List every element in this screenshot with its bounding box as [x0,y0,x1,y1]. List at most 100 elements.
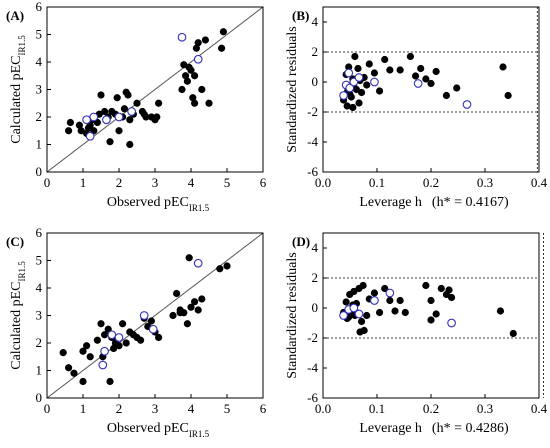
data-point-filled [77,127,85,135]
data-point-filled [496,307,505,315]
y-axis-label-text: Standardized residuals [285,252,300,378]
panel-3: 0.0 0.1 0.2 0.3 0.4 -6 -4 -2 0 2 4(D) Leverage h (h*… [285,232,548,436]
data-point-filled [345,63,353,71]
y-axis-label: Calculated pECIR1.5 [9,261,27,370]
y-tick-label: -4 [307,360,318,375]
y-axis-label-subscript: IR1.5 [17,35,27,56]
data-point-open [139,311,149,320]
data-point-filled [509,329,517,338]
data-point-filled [101,107,109,116]
data-point-filled [386,66,394,74]
data-point-filled [499,63,507,71]
data-point-open [354,73,364,82]
data-point-filled [354,64,362,73]
data-point-open [89,112,99,122]
diagonal-line [47,233,263,398]
x-axis-label-subscript: IR1.5 [189,203,210,213]
x-tick-label: 3 [152,401,159,416]
data-point-filled [191,72,199,80]
data-point-filled [375,308,384,317]
data-point-filled [126,140,134,149]
x-tick-label: 6 [260,401,267,416]
x-tick-label: 0.1 [369,175,385,190]
data-point-open [447,318,456,328]
data-point-filled [178,85,186,94]
panel-label: (C) [6,234,24,249]
data-point-open [344,68,354,78]
x-axis-label: Leverage h (h* = 0.4167) [359,195,509,210]
data-point-filled [422,75,430,83]
panel-1: 0.0 0.1 0.2 0.3 0.4 -6 -4 -2 0 2 4(B) Leverage h (h*… [285,6,548,210]
data-point-filled [201,36,209,44]
x-tick-label: 1 [80,175,87,190]
data-point-open [85,131,95,141]
data-point-filled [347,93,355,101]
y-axis-label-text: Calculated pEC [9,55,24,143]
data-point-filled [65,127,73,135]
data-point-filled [173,289,181,298]
panel-label: (B) [292,8,309,23]
data-point-filled [442,91,451,100]
data-point-open [114,112,124,122]
data-point-filled [79,347,87,355]
data-point-filled [365,60,373,68]
leverage-threshold-annotation: (h* = 0.4286) [432,421,509,436]
data-point-filled [79,377,87,386]
x-axis-label-subscript: IR1.5 [189,429,210,439]
x-axis-label: Leverage h (h* = 0.4286) [359,421,509,436]
data-point-open [354,309,364,319]
data-point-filled [93,336,101,344]
x-tick-label: 0.2 [423,401,439,416]
y-tick-label: 4 [36,54,43,69]
y-axis-label-subscript: IR1.5 [17,261,27,282]
data-point-open [102,115,111,125]
x-axis-label-text: Observed pEC [107,421,189,436]
y-tick-label: 0 [36,164,43,179]
data-point-filled [83,342,91,350]
data-point-filled [351,52,359,61]
data-point-filled [381,55,389,64]
data-point-open [100,346,109,356]
data-point-filled [363,311,371,320]
panel-label: (A) [6,8,24,23]
x-tick-label: 0 [44,401,51,416]
x-axis-label: Observed pECIR1.5 [107,195,210,213]
y-tick-label: 6 [36,225,43,240]
data-point-filled [194,306,202,314]
data-point-filled [97,320,105,328]
data-point-filled [191,298,199,306]
data-point-filled [198,295,206,303]
data-point-open [339,91,348,100]
data-point-filled [427,296,435,305]
data-point-open [370,77,379,87]
data-point-open [462,100,472,109]
data-point-filled [147,317,155,325]
data-point-filled [101,331,109,339]
data-point-filled [187,303,195,311]
y-tick-label: -2 [307,330,318,345]
y-tick-label: 4 [312,14,319,29]
data-point-open [127,107,136,116]
data-point-filled [137,336,145,344]
y-tick-label: 2 [36,109,43,124]
y-tick-label: 5 [36,253,43,268]
data-point-filled [115,127,123,135]
data-point-filled [66,118,74,127]
data-point-filled [359,281,367,290]
data-point-filled [182,72,190,80]
data-point-filled [205,99,213,107]
data-point-filled [198,85,206,94]
data-point-filled [406,52,415,61]
data-point-filled [133,99,141,107]
data-point-open [114,333,124,342]
x-tick-label: 0.0 [315,401,331,416]
data-point-open [82,115,91,125]
data-point-filled [120,105,128,113]
panel-label: (D) [292,234,310,249]
y-tick-label: 0 [312,300,319,315]
y-tick-label: 2 [312,44,319,59]
x-tick-label: 6 [260,175,267,190]
data-point-open [413,79,423,88]
data-point-filled [437,284,445,293]
